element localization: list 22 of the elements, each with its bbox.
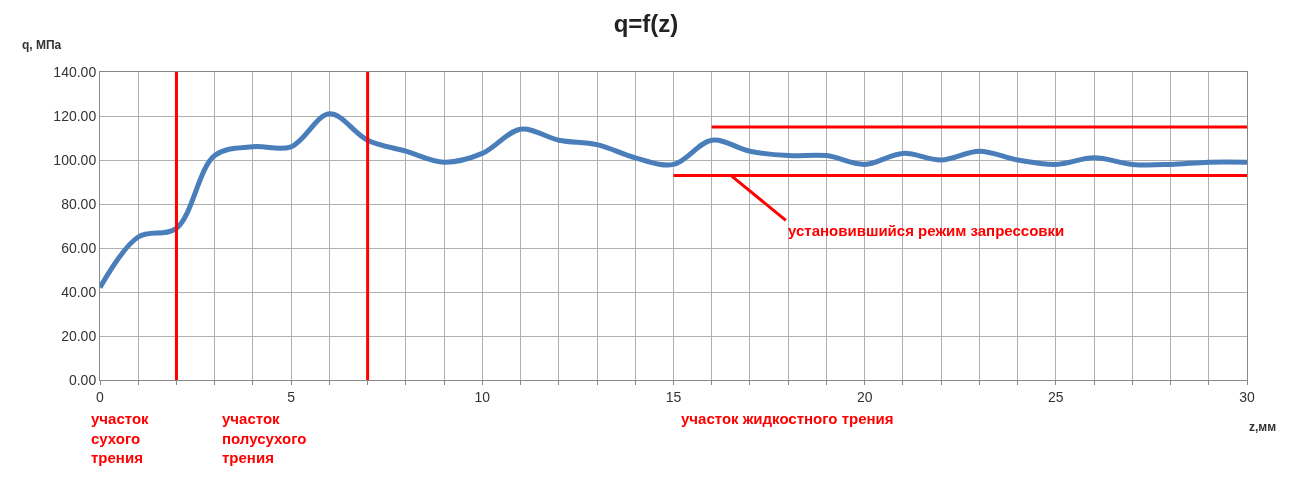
text: участок сухого трения bbox=[91, 410, 150, 466]
chart-title: q=f(z) bbox=[613, 9, 679, 37]
x-tick-label: 0 bbox=[96, 388, 105, 405]
x-tick-label: 15 bbox=[665, 388, 682, 405]
y-tick-label: 80.00 bbox=[61, 195, 97, 212]
text: участок полусухого трения bbox=[222, 410, 307, 466]
x-tick-label: 30 bbox=[1239, 388, 1255, 405]
y-tick-label: 120.00 bbox=[53, 107, 97, 124]
x-tick-label: 5 bbox=[287, 388, 296, 405]
text: участок жидкостного трения bbox=[681, 410, 894, 427]
x-axis-title: z,мм bbox=[1249, 420, 1277, 434]
x-tick-label: 25 bbox=[1048, 388, 1064, 405]
y-tick-label: 100.00 bbox=[53, 151, 97, 168]
y-tick-label: 60.00 bbox=[61, 239, 97, 256]
x-tick-label: 10 bbox=[474, 388, 491, 405]
y-axis-title: q, МПа bbox=[22, 38, 62, 52]
y-tick-label: 20.00 bbox=[61, 327, 97, 344]
y-tick-label: 40.00 bbox=[61, 283, 97, 300]
y-tick-label: 0.00 bbox=[68, 371, 97, 388]
x-tick-label: 20 bbox=[856, 388, 873, 405]
annotation: установившийся режим запрессовки bbox=[788, 222, 1065, 239]
y-tick-label: 140.00 bbox=[53, 63, 97, 80]
